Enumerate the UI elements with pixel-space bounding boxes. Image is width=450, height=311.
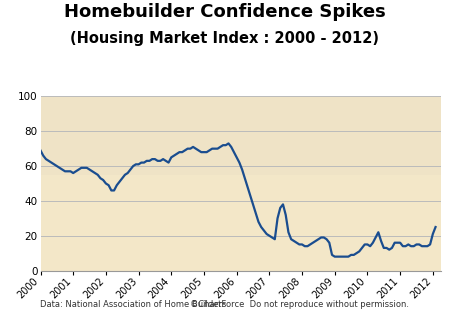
- Text: ©ChartForce  Do not reproduce without permission.: ©ChartForce Do not reproduce without per…: [190, 300, 410, 309]
- Text: Data: National Association of Home Builders: Data: National Association of Home Build…: [40, 300, 227, 309]
- Bar: [40, 175, 441, 271]
- Text: Homebuilder Confidence Spikes: Homebuilder Confidence Spikes: [64, 3, 386, 21]
- Bar: [40, 96, 441, 175]
- Text: (Housing Market Index : 2000 - 2012): (Housing Market Index : 2000 - 2012): [71, 31, 379, 46]
